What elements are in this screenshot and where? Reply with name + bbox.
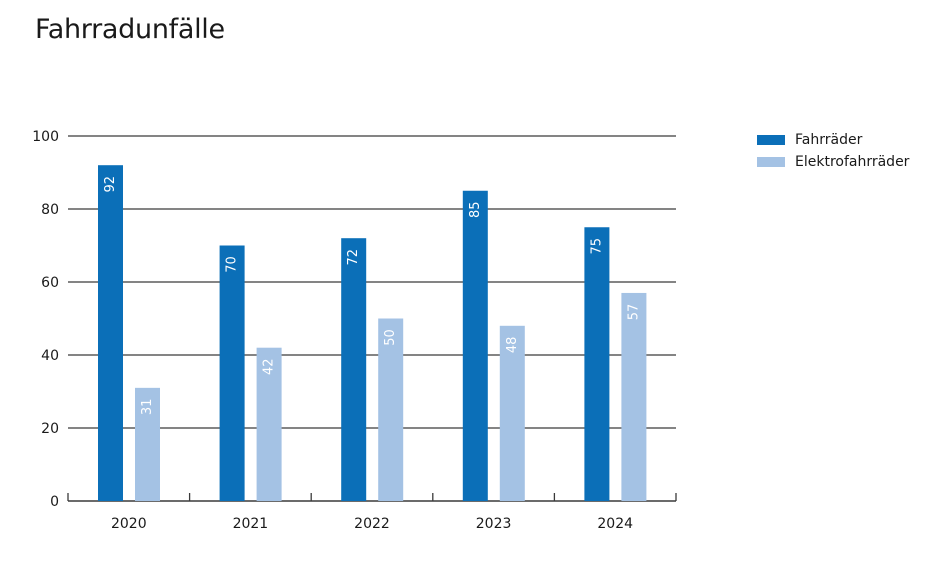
data-label: 92 bbox=[103, 176, 118, 193]
y-tick-label: 40 bbox=[41, 348, 59, 364]
data-label: 85 bbox=[468, 201, 483, 218]
y-tick-label: 100 bbox=[32, 129, 59, 145]
data-label: 50 bbox=[383, 329, 398, 346]
legend-item-fahrraeder: Fahrräder bbox=[757, 132, 862, 148]
bar-elektrofahrrder bbox=[621, 292, 647, 501]
data-label: 75 bbox=[589, 238, 604, 255]
x-tick-label: 2022 bbox=[354, 516, 390, 532]
bar-fahrrder bbox=[98, 165, 123, 501]
legend-swatch bbox=[757, 135, 785, 145]
bar-fahrrder bbox=[219, 245, 245, 501]
data-label: 48 bbox=[505, 337, 520, 354]
bar-fahrrder bbox=[584, 227, 610, 501]
y-tick-label: 80 bbox=[41, 202, 59, 218]
y-tick-label: 60 bbox=[41, 275, 59, 291]
data-label: 72 bbox=[346, 249, 361, 266]
bar-elektrofahrrder bbox=[256, 347, 282, 501]
x-tick-label: 2020 bbox=[111, 516, 147, 532]
x-tick-label: 2023 bbox=[476, 516, 512, 532]
bar-elektrofahrrder bbox=[499, 325, 525, 501]
x-tick-label: 2024 bbox=[597, 516, 633, 532]
legend-label: Elektrofahrräder bbox=[795, 154, 910, 170]
data-label: 42 bbox=[262, 358, 277, 375]
legend-item-elektrofahrraeder: Elektrofahrräder bbox=[757, 154, 909, 170]
chart-title: Fahrradunfälle bbox=[35, 14, 225, 45]
bar-fahrrder bbox=[341, 238, 367, 501]
y-tick-label: 20 bbox=[41, 421, 59, 437]
x-tick-label: 2021 bbox=[233, 516, 269, 532]
data-label: 31 bbox=[140, 399, 155, 416]
legend-swatch bbox=[757, 157, 785, 167]
legend-label: Fahrräder bbox=[795, 132, 863, 148]
bar-fahrrder bbox=[462, 190, 488, 501]
y-tick-label: 0 bbox=[50, 494, 59, 510]
bar-elektrofahrrder bbox=[135, 387, 160, 501]
bar-elektrofahrrder bbox=[378, 318, 404, 501]
data-label: 57 bbox=[626, 304, 641, 321]
data-label: 70 bbox=[225, 256, 240, 273]
